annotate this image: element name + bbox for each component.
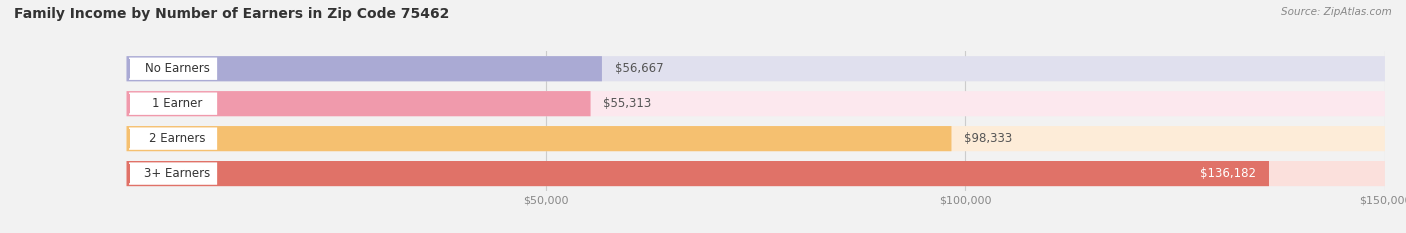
FancyBboxPatch shape: [127, 91, 1385, 116]
FancyBboxPatch shape: [127, 91, 591, 116]
Text: 2 Earners: 2 Earners: [149, 132, 205, 145]
Text: $56,667: $56,667: [614, 62, 664, 75]
Text: No Earners: No Earners: [145, 62, 209, 75]
Text: Family Income by Number of Earners in Zip Code 75462: Family Income by Number of Earners in Zi…: [14, 7, 450, 21]
FancyBboxPatch shape: [129, 127, 217, 150]
Text: $55,313: $55,313: [603, 97, 651, 110]
FancyBboxPatch shape: [127, 56, 1385, 81]
Text: $98,333: $98,333: [965, 132, 1012, 145]
Text: Source: ZipAtlas.com: Source: ZipAtlas.com: [1281, 7, 1392, 17]
FancyBboxPatch shape: [127, 161, 1385, 186]
FancyBboxPatch shape: [127, 56, 602, 81]
FancyBboxPatch shape: [129, 58, 217, 80]
Text: $136,182: $136,182: [1201, 167, 1257, 180]
FancyBboxPatch shape: [127, 126, 1385, 151]
FancyBboxPatch shape: [129, 93, 217, 115]
FancyBboxPatch shape: [127, 126, 952, 151]
FancyBboxPatch shape: [129, 162, 217, 185]
Text: 1 Earner: 1 Earner: [152, 97, 202, 110]
Text: 3+ Earners: 3+ Earners: [145, 167, 211, 180]
FancyBboxPatch shape: [127, 161, 1270, 186]
